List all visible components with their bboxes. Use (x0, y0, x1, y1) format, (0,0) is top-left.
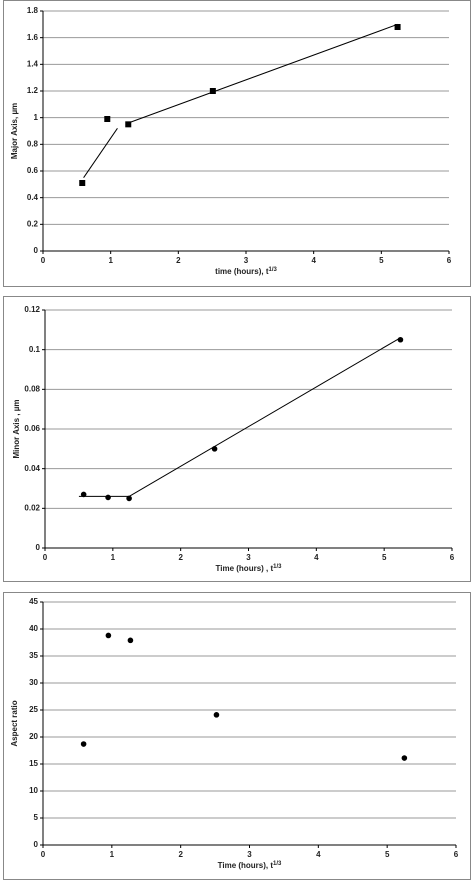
point (125, 121, 132, 128)
y-tick-label: 20 (29, 732, 38, 741)
y-tick-label: 40 (29, 624, 38, 633)
x-axis-label: Time (hours) , t1/3 (216, 564, 283, 574)
x-tick-label: 0 (41, 850, 46, 859)
y-axis-label: Major Axis, µm (10, 103, 19, 159)
panel (3, 0, 471, 287)
x-tick-label: 0 (43, 553, 48, 562)
x-tick-label: 5 (385, 850, 390, 859)
point (209, 88, 216, 94)
x-tick-label: 1 (108, 256, 113, 265)
x-axis-label: Time (hours), t1/3 (218, 861, 282, 871)
x-axis-label-sup: 1/3 (269, 267, 278, 273)
y-tick-label: 0.04 (24, 464, 40, 473)
y-tick-label: 30 (29, 678, 38, 687)
point (213, 712, 220, 718)
y-tick-label: 0.08 (24, 384, 40, 393)
fit-line (83, 128, 118, 178)
x-tick-label: 1 (111, 553, 116, 562)
y-tick-label: 45 (29, 597, 38, 606)
fit-line (128, 337, 401, 497)
fit-line (128, 23, 398, 124)
x-axis-label-text: Time (hours) , t (216, 564, 274, 573)
y-tick-label: 1.8 (27, 6, 39, 15)
panel (3, 592, 471, 880)
point (211, 446, 218, 452)
point (397, 336, 404, 343)
x-tick-label: 3 (244, 256, 249, 265)
x-axis-label-text: time (hours), t (215, 267, 269, 276)
y-tick-label: 1.4 (27, 59, 39, 68)
point (104, 116, 111, 122)
y-tick-label: 25 (29, 705, 38, 714)
x-tick-label: 1 (110, 850, 115, 859)
x-tick-label: 6 (454, 850, 459, 859)
y-tick-label: 0 (34, 246, 39, 255)
point (105, 494, 111, 501)
x-tick-label: 3 (246, 553, 251, 562)
point (127, 637, 134, 644)
x-tick-label: 4 (316, 850, 321, 859)
y-tick-label: 5 (34, 813, 39, 822)
x-tick-label: 0 (41, 256, 46, 265)
y-tick-label: 0.6 (27, 166, 39, 175)
y-tick-label: 0.1 (29, 345, 41, 354)
x-tick-label: 2 (178, 553, 183, 562)
point (105, 632, 112, 639)
point (79, 180, 86, 186)
x-axis-label-sup: 1/3 (273, 861, 282, 867)
point (80, 491, 87, 498)
x-tick-label: 2 (178, 850, 183, 859)
y-tick-label: 0 (34, 840, 39, 849)
x-tick-label: 6 (447, 256, 452, 265)
x-axis-label-text: Time (hours), t (218, 861, 274, 870)
x-tick-label: 3 (247, 850, 252, 859)
y-tick-label: 35 (29, 651, 38, 660)
panel (3, 296, 471, 582)
x-tick-label: 4 (314, 553, 319, 562)
y-tick-label: 1.2 (27, 86, 39, 95)
point (126, 495, 132, 502)
point (80, 741, 87, 747)
y-tick-label: 0.12 (24, 305, 40, 314)
x-tick-label: 5 (379, 256, 384, 265)
y-tick-label: 1.6 (27, 33, 39, 42)
x-tick-label: 4 (311, 256, 316, 265)
y-tick-label: 0 (36, 543, 41, 552)
point (401, 755, 408, 761)
x-axis-label: time (hours), t1/3 (215, 267, 277, 277)
y-tick-label: 0.8 (27, 139, 39, 148)
x-tick-label: 6 (450, 553, 455, 562)
y-tick-label: 10 (29, 786, 38, 795)
y-tick-label: 0.4 (27, 193, 39, 202)
y-tick-label: 1 (34, 113, 39, 122)
y-axis-label: Aspect ratio (10, 700, 19, 746)
y-tick-label: 0.2 (27, 219, 39, 228)
y-tick-label: 0.02 (24, 503, 40, 512)
y-axis-label: Minor Axis , µm (12, 400, 21, 459)
x-tick-label: 2 (176, 256, 181, 265)
x-tick-label: 5 (382, 553, 387, 562)
y-tick-label: 15 (29, 759, 38, 768)
y-tick-label: 0.06 (24, 424, 40, 433)
point (394, 24, 401, 30)
x-axis-label-sup: 1/3 (273, 564, 282, 570)
